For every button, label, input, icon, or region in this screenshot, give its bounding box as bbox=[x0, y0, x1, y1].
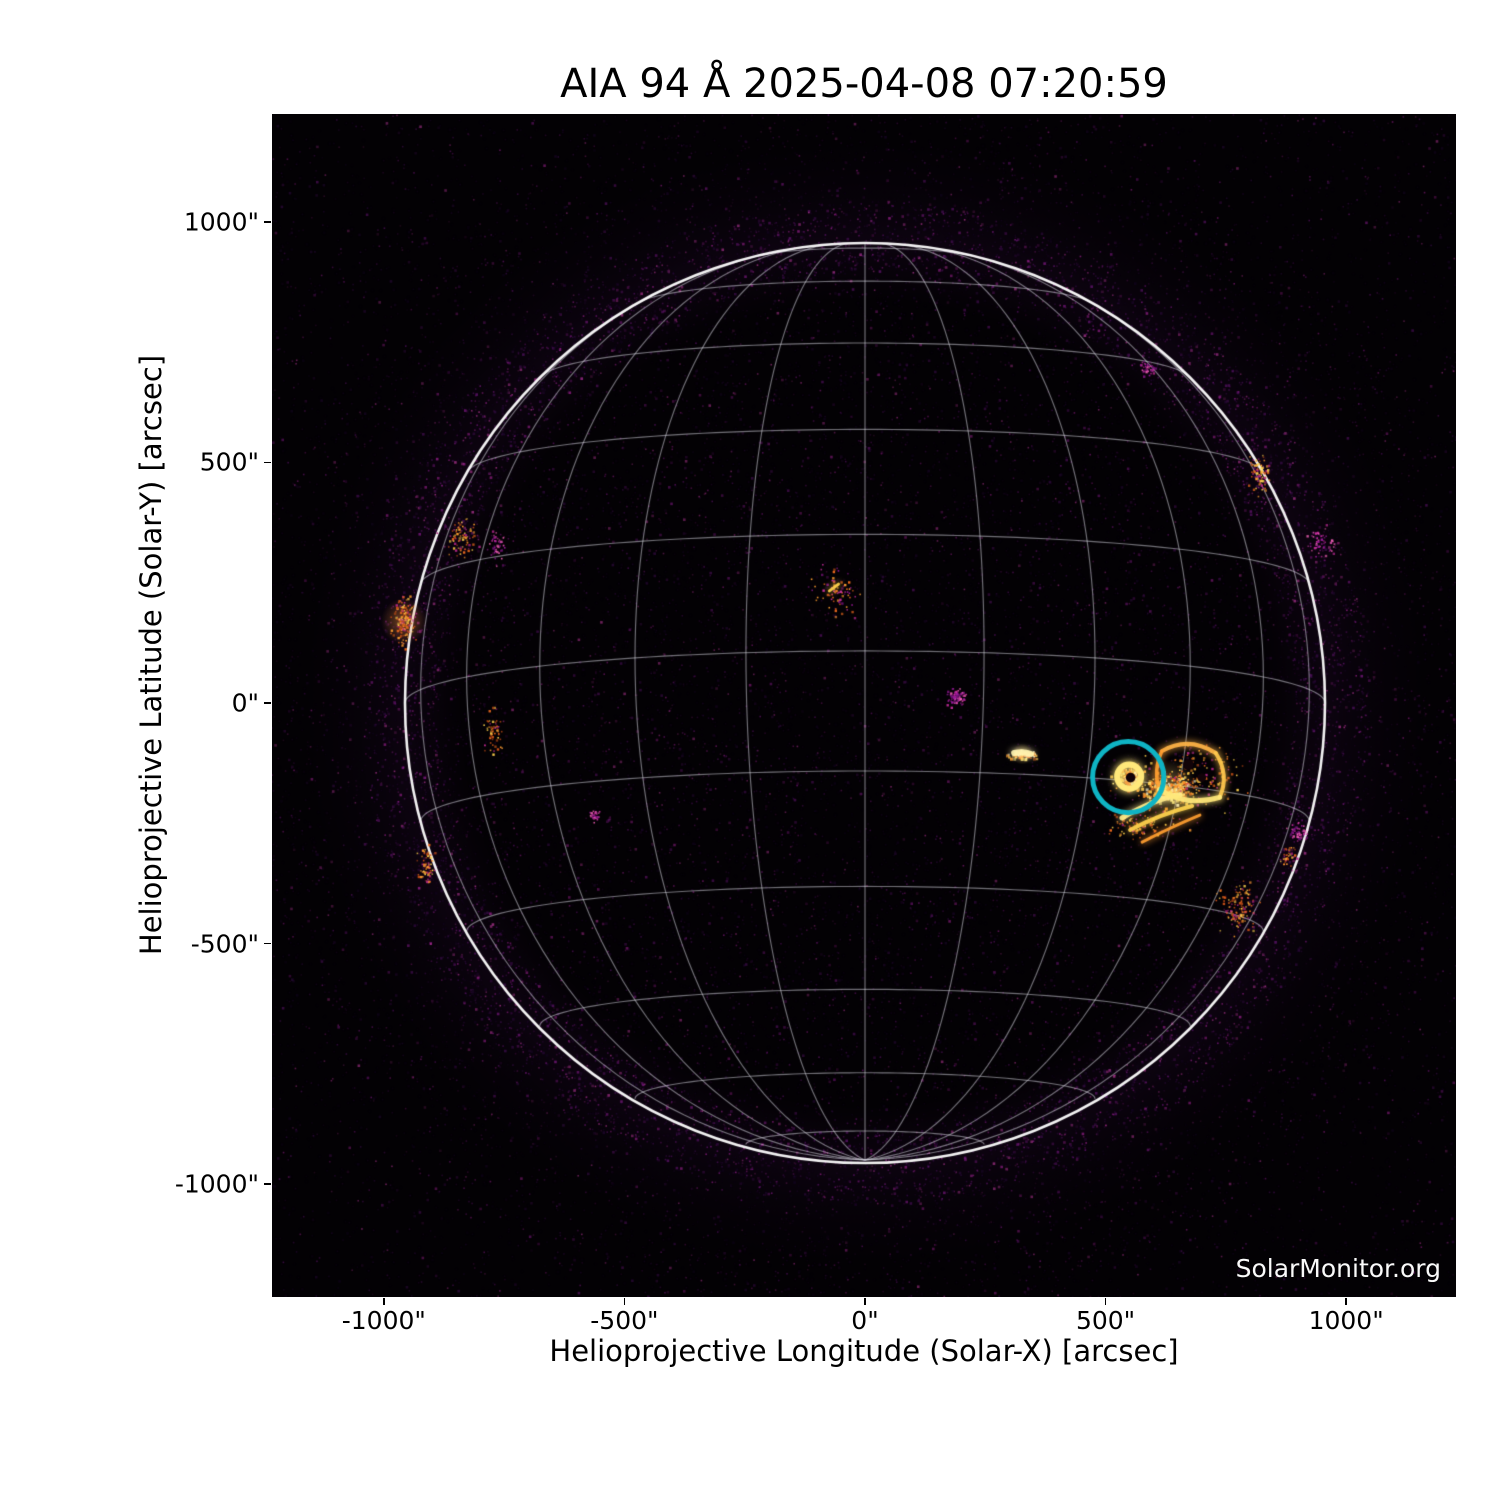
x-tick-mark bbox=[1345, 1298, 1347, 1305]
plot-title: AIA 94 Å 2025-04-08 07:20:59 bbox=[560, 61, 1168, 107]
x-tick-label: 0" bbox=[851, 1306, 879, 1335]
watermark: SolarMonitor.org bbox=[1235, 1254, 1441, 1283]
y-tick-mark bbox=[264, 1183, 271, 1185]
y-tick-label: -1000" bbox=[174, 1169, 259, 1199]
x-tick-label: 500" bbox=[1075, 1306, 1136, 1335]
y-tick-mark bbox=[264, 221, 271, 223]
solar-image-canvas bbox=[272, 114, 1456, 1297]
y-tick-label: 1000" bbox=[183, 207, 259, 237]
y-axis-label: Helioprojective Latitude (Solar-Y) [arcs… bbox=[134, 354, 168, 956]
y-tick-label: 0" bbox=[231, 688, 259, 718]
x-tick-mark bbox=[623, 1298, 626, 1305]
y-tick-mark bbox=[264, 942, 271, 945]
y-tick-mark bbox=[264, 702, 271, 704]
plot-area bbox=[272, 114, 1456, 1297]
x-tick-label: -500" bbox=[590, 1306, 659, 1335]
x-tick-label: -1000" bbox=[341, 1306, 426, 1335]
x-tick-mark bbox=[383, 1298, 385, 1305]
y-tick-label: 500" bbox=[199, 447, 259, 477]
x-tick-mark bbox=[1104, 1298, 1107, 1305]
x-tick-mark bbox=[864, 1298, 866, 1305]
y-tick-mark bbox=[264, 461, 271, 464]
x-axis-label: Helioprojective Longitude (Solar-X) [arc… bbox=[549, 1334, 1179, 1368]
x-tick-label: 1000" bbox=[1308, 1306, 1384, 1335]
y-tick-label: -500" bbox=[190, 929, 259, 959]
